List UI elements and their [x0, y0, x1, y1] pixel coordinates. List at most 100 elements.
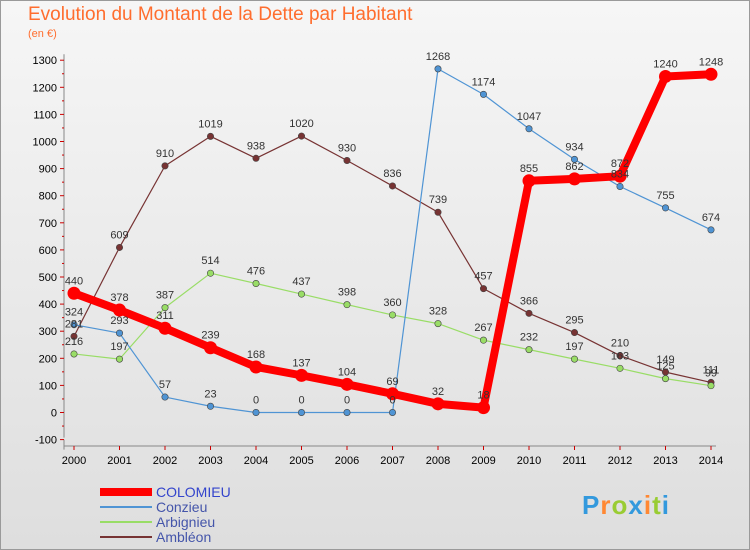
data-label-conzieu: 834 — [611, 168, 629, 180]
y-tick-label: 1100 — [33, 109, 57, 121]
data-label-arbignieu: 197 — [565, 341, 583, 353]
y-tick-label: -100 — [35, 435, 57, 447]
point-conzieu — [434, 65, 442, 73]
point-arbignieu — [116, 355, 124, 363]
point-conzieu — [525, 125, 533, 133]
y-tick-label: 300 — [39, 326, 57, 338]
data-label-colomieu: 440 — [65, 275, 83, 287]
data-label-arbignieu: 514 — [201, 255, 219, 267]
point-conzieu — [661, 204, 669, 212]
y-tick-label: 1300 — [33, 55, 57, 67]
data-label-colomieu: 18 — [477, 390, 489, 402]
point-conzieu — [252, 408, 260, 416]
point-ambleon — [434, 208, 442, 216]
point-conzieu — [161, 393, 169, 401]
point-ambleon — [343, 156, 351, 164]
point-colomieu — [704, 67, 718, 81]
data-label-ambleon: 281 — [65, 318, 83, 330]
logo-letter: x — [628, 490, 644, 520]
data-label-conzieu: 934 — [565, 141, 583, 153]
x-tick-label: 2008 — [426, 455, 450, 467]
point-conzieu — [297, 408, 305, 416]
data-label-ambleon: 1020 — [289, 118, 313, 130]
logo-letter: o — [611, 490, 629, 520]
x-tick-label: 2005 — [289, 455, 313, 467]
point-conzieu — [343, 408, 351, 416]
data-label-colomieu: 1240 — [653, 58, 677, 70]
x-tick-label: 2013 — [653, 455, 677, 467]
legend-label-conzieu: Conzieu — [156, 499, 207, 515]
point-conzieu — [207, 402, 215, 410]
x-tick-label: 2007 — [380, 455, 404, 467]
point-arbignieu — [661, 375, 669, 383]
point-conzieu — [116, 329, 124, 337]
point-arbignieu — [70, 350, 78, 358]
data-label-colomieu: 137 — [292, 357, 310, 369]
data-label-arbignieu: 328 — [429, 306, 447, 318]
point-ambleon — [479, 285, 487, 293]
point-colomieu — [431, 397, 445, 411]
data-label-ambleon: 1019 — [198, 118, 222, 130]
logo-letter: i — [661, 490, 670, 520]
data-label-ambleon: 930 — [338, 142, 356, 154]
y-tick-label: 500 — [39, 272, 57, 284]
y-tick-label: 1000 — [33, 137, 57, 149]
point-colomieu — [386, 387, 399, 401]
point-colomieu — [340, 377, 354, 391]
data-label-colomieu: 862 — [565, 161, 583, 173]
point-arbignieu — [207, 269, 215, 277]
point-conzieu — [70, 321, 78, 329]
data-label-ambleon: 111 — [703, 364, 720, 376]
point-arbignieu — [525, 346, 533, 354]
point-conzieu — [707, 226, 715, 234]
data-label-ambleon: 836 — [383, 168, 401, 180]
data-label-colomieu: 69 — [386, 376, 398, 388]
y-tick-label: 0 — [51, 408, 57, 420]
point-arbignieu — [388, 311, 396, 319]
data-label-ambleon: 938 — [247, 140, 265, 152]
chart-title: Evolution du Montant de la Dette par Hab… — [28, 4, 413, 25]
legend-label-ambleon: Ambléon — [156, 529, 211, 545]
data-label-arbignieu: 267 — [474, 322, 492, 334]
data-label-arbignieu: 197 — [110, 341, 128, 353]
point-colomieu — [295, 368, 308, 382]
point-ambleon — [570, 329, 578, 337]
data-label-conzieu: 0 — [344, 395, 350, 407]
logo-letter: P — [582, 490, 601, 520]
data-label-conzieu: 0 — [253, 395, 259, 407]
data-label-arbignieu: 398 — [338, 287, 356, 299]
point-arbignieu — [297, 290, 305, 298]
point-ambleon — [297, 132, 305, 140]
data-label-ambleon: 210 — [611, 338, 629, 350]
point-colomieu — [249, 360, 263, 374]
x-tick-label: 2003 — [198, 455, 222, 467]
data-label-arbignieu: 163 — [611, 350, 629, 362]
data-label-ambleon: 295 — [565, 315, 583, 327]
data-label-colomieu: 378 — [110, 292, 128, 304]
data-label-conzieu: 293 — [110, 315, 128, 327]
point-arbignieu — [570, 355, 578, 363]
data-label-conzieu: 1268 — [426, 51, 450, 63]
legend-label-arbignieu: Arbignieu — [156, 514, 215, 530]
logo-letter: t — [652, 490, 662, 520]
y-tick-label: 600 — [39, 245, 57, 257]
x-tick-label: 2006 — [335, 455, 359, 467]
x-tick-label: 2002 — [153, 455, 177, 467]
point-conzieu — [388, 408, 396, 416]
point-ambleon — [161, 162, 169, 170]
data-label-arbignieu: 360 — [383, 297, 401, 309]
x-tick-label: 2014 — [699, 455, 723, 467]
logo-letter: r — [600, 490, 612, 520]
point-ambleon — [388, 182, 396, 190]
y-tick-label: 800 — [39, 191, 57, 203]
data-label-colomieu: 311 — [156, 310, 174, 322]
point-conzieu — [479, 90, 487, 98]
data-label-arbignieu: 125 — [656, 361, 674, 373]
point-arbignieu — [479, 336, 487, 344]
unit-label: (en €) — [28, 28, 57, 40]
point-ambleon — [116, 243, 124, 251]
point-ambleon — [525, 309, 533, 317]
data-label-conzieu: 1047 — [517, 111, 541, 123]
y-tick-label: 400 — [39, 299, 57, 311]
point-ambleon — [70, 332, 78, 340]
